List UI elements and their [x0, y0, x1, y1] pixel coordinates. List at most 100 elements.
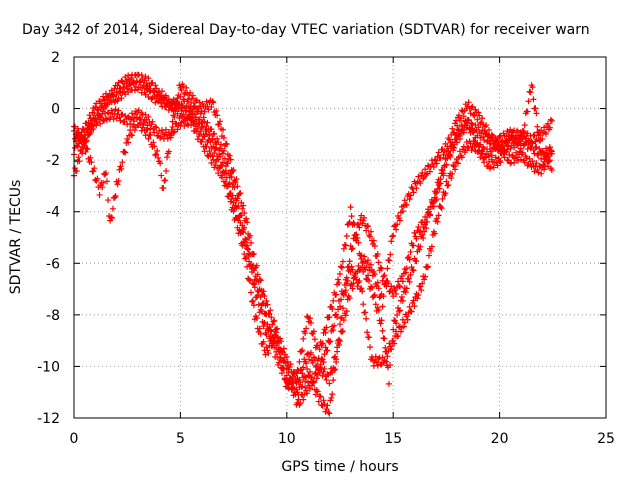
data-point-marker: [206, 148, 213, 155]
data-point-marker: [326, 314, 333, 321]
data-point-marker: [517, 129, 524, 136]
data-point-marker: [467, 110, 474, 117]
data-point-marker: [284, 384, 291, 391]
data-point-marker: [479, 115, 486, 122]
data-point-marker: [533, 160, 540, 167]
data-point-marker: [354, 234, 361, 241]
x-tick-label: 5: [176, 431, 185, 447]
data-point-marker: [443, 178, 450, 185]
data-point-marker: [386, 257, 393, 264]
data-point-marker: [73, 168, 80, 175]
data-point-marker: [323, 376, 330, 383]
y-tick-label: -6: [46, 256, 60, 272]
data-point-marker: [544, 120, 551, 127]
data-point-marker: [149, 118, 156, 125]
data-point-marker: [192, 123, 199, 130]
data-point-marker: [439, 167, 446, 174]
y-tick-label: -10: [37, 359, 60, 375]
data-point-marker: [315, 398, 322, 405]
data-point-marker: [342, 242, 349, 249]
data-point-marker: [539, 147, 546, 154]
data-point-marker: [151, 143, 158, 150]
data-point-marker: [301, 391, 308, 398]
data-point-marker: [516, 148, 523, 155]
data-point-marker: [403, 201, 410, 208]
data-point-marker: [329, 305, 336, 312]
data-point-marker: [370, 293, 377, 300]
data-point-marker: [158, 172, 165, 179]
data-series-3: [71, 77, 555, 408]
data-point-marker: [199, 136, 206, 143]
data-point-marker: [423, 225, 430, 232]
data-point-marker: [333, 291, 340, 298]
data-point-marker: [147, 132, 154, 139]
data-point-marker: [380, 273, 387, 280]
data-point-marker: [329, 369, 336, 376]
data-point-marker: [387, 362, 394, 369]
data-point-marker: [342, 312, 349, 319]
data-point-marker: [241, 251, 248, 258]
data-point-marker: [320, 397, 327, 404]
data-point-marker: [261, 319, 268, 326]
data-point-marker: [150, 139, 157, 146]
data-point-marker: [516, 132, 523, 139]
data-point-marker: [230, 167, 237, 174]
data-point-marker: [532, 105, 539, 112]
data-point-marker: [205, 106, 212, 113]
data-point-marker: [304, 390, 311, 397]
data-point-marker: [311, 336, 318, 343]
data-point-marker: [147, 125, 154, 132]
data-point-marker: [414, 295, 421, 302]
data-point-marker: [100, 93, 107, 100]
data-point-marker: [543, 130, 550, 137]
data-point-marker: [407, 248, 414, 255]
data-point-marker: [294, 366, 301, 373]
data-point-marker: [183, 84, 190, 91]
data-point-marker: [162, 103, 169, 110]
data-point-marker: [381, 357, 388, 364]
data-point-marker: [189, 106, 196, 113]
data-point-marker: [148, 96, 155, 103]
data-point-marker: [303, 387, 310, 394]
data-point-marker: [334, 314, 341, 321]
data-point-marker: [349, 285, 356, 292]
data-point-marker: [387, 251, 394, 258]
data-point-marker: [419, 280, 426, 287]
data-point-marker: [447, 139, 454, 146]
data-point-marker: [127, 120, 134, 127]
data-point-marker: [322, 329, 329, 336]
data-point-marker: [178, 87, 185, 94]
data-point-marker: [140, 82, 147, 89]
data-point-marker: [460, 143, 467, 150]
data-point-marker: [381, 281, 388, 288]
data-point-marker: [146, 87, 153, 94]
data-point-marker: [137, 116, 144, 123]
data-point-marker: [313, 375, 320, 382]
data-point-marker: [339, 290, 346, 297]
data-point-marker: [152, 152, 159, 159]
data-point-marker: [321, 365, 328, 372]
data-point-marker: [440, 151, 447, 158]
data-point-marker: [337, 263, 344, 270]
data-point-marker: [492, 135, 499, 142]
data-point-marker: [240, 229, 247, 236]
data-point-marker: [219, 168, 226, 175]
data-point-marker: [152, 123, 159, 130]
data-point-marker: [432, 190, 439, 197]
data-point-marker: [374, 362, 381, 369]
data-point-marker: [113, 115, 120, 122]
plot-frame: [73, 56, 607, 419]
data-point-marker: [217, 164, 224, 171]
data-point-marker: [355, 239, 362, 246]
data-point-marker: [264, 347, 271, 354]
data-point-marker: [361, 214, 368, 221]
data-point-marker: [336, 341, 343, 348]
data-point-marker: [356, 277, 363, 284]
data-point-marker: [377, 320, 384, 327]
data-point-marker: [233, 214, 240, 221]
data-markers: [71, 71, 555, 417]
data-point-marker: [109, 205, 116, 212]
data-point-marker: [417, 227, 424, 234]
data-point-marker: [326, 410, 333, 417]
data-point-marker: [427, 203, 434, 210]
